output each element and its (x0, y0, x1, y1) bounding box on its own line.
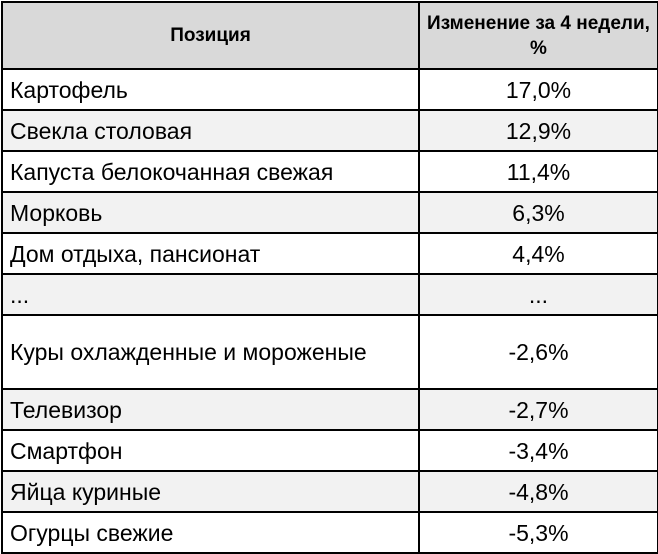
table-row: Картофель 17,0% (1, 68, 658, 111)
row-position: ... (1, 273, 420, 316)
table-header-row: Позиция Изменение за 4 недели, % (1, 1, 658, 70)
row-position: Свекла столовая (1, 109, 420, 152)
table-row: Телевизор -2,7% (1, 388, 658, 431)
row-change: -2,6% (418, 314, 658, 390)
row-position: Дом отдыха, пансионат (1, 232, 420, 275)
table-row-ellipsis: ... ... (1, 273, 658, 316)
row-position: Куры охлажденные и мороженые (1, 314, 420, 390)
table-row: Дом отдыха, пансионат 4,4% (1, 232, 658, 275)
table-row: Огурцы свежие -5,3% (1, 511, 658, 554)
row-change: 4,4% (418, 232, 658, 275)
row-position: Яйца куриные (1, 470, 420, 513)
header-position: Позиция (1, 1, 420, 70)
row-change: 12,9% (418, 109, 658, 152)
row-change: ... (418, 273, 658, 316)
row-change: -5,3% (418, 511, 658, 554)
table-row: Капуста белокочанная свежая 11,4% (1, 150, 658, 193)
header-change: Изменение за 4 недели, % (418, 1, 658, 70)
row-change: 11,4% (418, 150, 658, 193)
row-position: Огурцы свежие (1, 511, 420, 554)
row-change: 6,3% (418, 191, 658, 234)
table-row: Яйца куриные -4,8% (1, 470, 658, 513)
row-position: Телевизор (1, 388, 420, 431)
row-position: Капуста белокочанная свежая (1, 150, 420, 193)
row-position: Картофель (1, 68, 420, 111)
row-change: -3,4% (418, 429, 658, 472)
row-change: -4,8% (418, 470, 658, 513)
row-change: 17,0% (418, 68, 658, 111)
row-position: Морковь (1, 191, 420, 234)
row-position: Смартфон (1, 429, 420, 472)
table-row: Морковь 6,3% (1, 191, 658, 234)
table-row: Куры охлажденные и мороженые -2,6% (1, 314, 658, 390)
table-row: Смартфон -3,4% (1, 429, 658, 472)
table-row: Свекла столовая 12,9% (1, 109, 658, 152)
row-change: -2,7% (418, 388, 658, 431)
